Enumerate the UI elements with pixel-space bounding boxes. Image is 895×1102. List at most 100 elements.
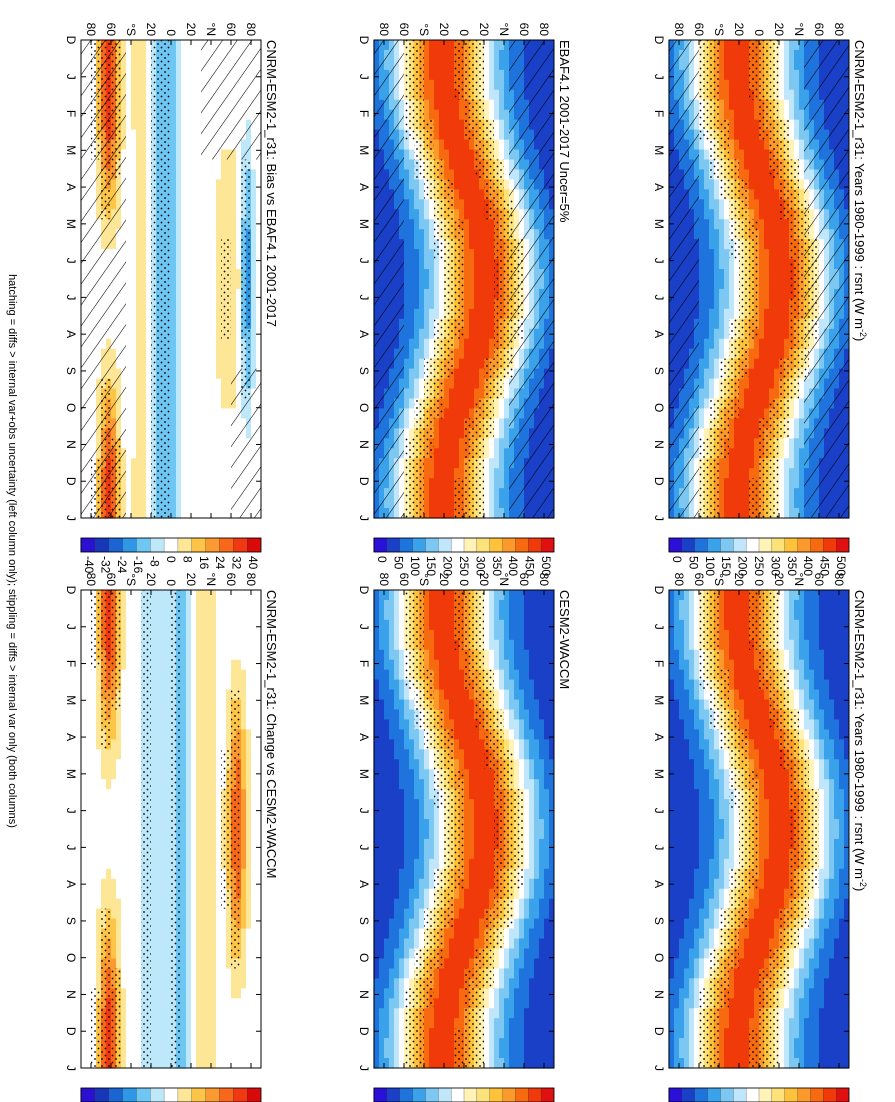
stipple-block (759, 418, 769, 439)
field-cell (210, 259, 216, 270)
field-cell (498, 69, 504, 81)
field-cell (503, 159, 509, 171)
field-cell (728, 89, 734, 101)
month-label: M (357, 219, 371, 229)
field-cell (468, 408, 474, 420)
field-cell (205, 169, 211, 181)
field-cell (713, 358, 719, 370)
field-cell (738, 468, 744, 479)
field-cell (708, 199, 714, 210)
field-cell (738, 99, 744, 111)
field-cell (458, 189, 464, 200)
field-cell (255, 179, 261, 190)
field-cell (205, 259, 211, 270)
field-cell (175, 209, 181, 220)
field-cell (210, 169, 216, 181)
stipple-block (434, 199, 444, 220)
field-cell (718, 59, 724, 71)
field-cell (498, 59, 504, 71)
stipple-block (709, 119, 719, 140)
hatch-block (669, 279, 684, 309)
field-cell (125, 279, 131, 290)
field-cell (708, 209, 714, 220)
field-cell (793, 498, 799, 509)
hatch-block (819, 69, 834, 100)
stipple-block (759, 40, 769, 60)
field-cell (145, 259, 151, 270)
field-cell (758, 308, 764, 320)
stipple-block (709, 498, 719, 518)
field-cell (783, 288, 789, 300)
field-cell (438, 269, 444, 280)
field-cell (788, 488, 794, 499)
field-cell (195, 109, 201, 121)
field-cell (748, 358, 754, 370)
field-cell (478, 259, 484, 270)
field-cell (493, 398, 499, 410)
field-cell (738, 488, 744, 499)
field-cell (408, 428, 414, 439)
stipple-block (494, 159, 504, 180)
field-cell (493, 478, 499, 489)
field-cell (713, 279, 719, 290)
field-cell (140, 229, 146, 240)
field-cell (498, 129, 504, 141)
field-cell (698, 179, 704, 190)
hatch-block (389, 219, 404, 250)
field-cell (753, 199, 759, 210)
field-cell (433, 508, 439, 519)
field-cell (408, 418, 414, 429)
field-cell (180, 69, 186, 81)
field-cell (458, 398, 464, 410)
field-cell (255, 189, 261, 200)
field-cell (413, 298, 419, 310)
field-cell (190, 69, 196, 81)
field-cell (453, 209, 459, 220)
field-cell (195, 209, 201, 220)
stipple-block (719, 358, 729, 379)
field-cell (175, 99, 181, 111)
field-cell (753, 179, 759, 190)
colorbar-swatch (694, 537, 708, 553)
stipple-block (484, 378, 494, 399)
field-cell (433, 498, 439, 509)
field-cell (200, 219, 206, 230)
field-cell (130, 229, 136, 240)
field-cell (748, 408, 754, 420)
field-cell (418, 279, 424, 290)
field-cell (763, 259, 769, 270)
stipple-block (434, 318, 444, 339)
field-cell (763, 279, 769, 290)
field-cell (130, 239, 136, 250)
field-cell (200, 189, 206, 200)
field-cell (473, 318, 479, 330)
stipple-block (769, 458, 779, 479)
stipple-block (769, 79, 779, 100)
field-cell (205, 239, 211, 250)
field-cell (458, 139, 464, 151)
field-cell (408, 358, 414, 370)
field-cell (773, 239, 779, 250)
field-cell (175, 169, 181, 181)
field-cell (468, 229, 474, 240)
field-cell (443, 139, 449, 151)
field-cell (698, 308, 704, 320)
field-cell (448, 99, 454, 111)
field-cell (458, 169, 464, 181)
stipple-block (444, 199, 454, 220)
field-cell (200, 159, 206, 171)
stipple-block (424, 119, 434, 140)
field-cell (433, 428, 439, 439)
field-cell (205, 288, 211, 300)
field-cell (230, 219, 236, 230)
field-cell (743, 79, 749, 91)
hatch-block (819, 398, 834, 429)
field-cell (443, 159, 449, 171)
field-cell (718, 468, 724, 479)
field-cell (698, 418, 704, 429)
stipple-block (474, 418, 484, 439)
stipple-block (464, 99, 474, 120)
field-cell (503, 129, 509, 141)
field-cell (210, 189, 216, 200)
field-cell (170, 149, 176, 161)
